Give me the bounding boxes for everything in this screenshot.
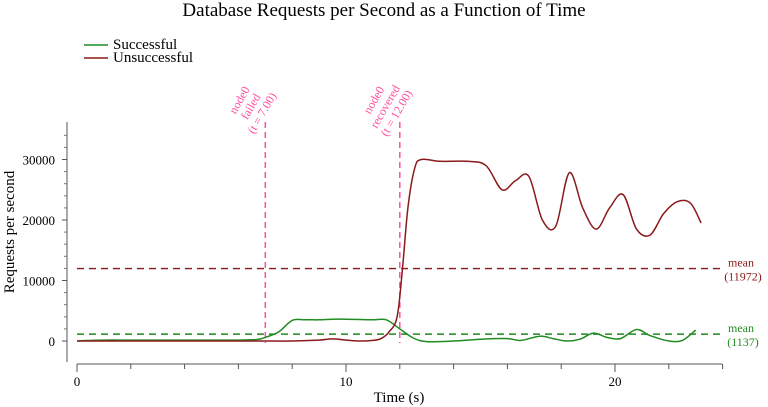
x-tick-label: 20 (609, 374, 622, 389)
y-axis-label: Requests per second (2, 170, 18, 293)
y-tick-label: 30000 (23, 153, 56, 168)
legend-label-successful: Successful (113, 37, 177, 53)
axes: Requests per second Time (s) (2, 122, 722, 406)
y-tick-label: 0 (49, 334, 56, 349)
series-line-successful (76, 318, 697, 343)
mean-label: mean (728, 321, 754, 335)
legend: Successful Unsuccessful (84, 37, 193, 66)
series-layer (76, 158, 702, 343)
x-axis-label: Time (s) (374, 390, 425, 406)
event-annotations: node0failed(t = 7.00) node0recovered(t = … (222, 74, 415, 343)
chart-title: Database Requests per Second as a Functi… (182, 0, 585, 21)
y-tick-label: 10000 (23, 274, 56, 289)
mean-value-label: (1137) (727, 335, 759, 349)
tick-layer: 0 10000 20000 30000 0 10 20 (23, 134, 724, 389)
x-tick-label: 10 (340, 374, 353, 389)
y-tick-label: 20000 (23, 213, 56, 228)
mean-value-label: (11972) (724, 270, 762, 284)
legend-label-unsuccessful: Unsuccessful (113, 50, 193, 66)
event-label-0: node0failed(t = 7.00) (222, 77, 279, 136)
x-tick-label: 0 (74, 374, 81, 389)
mean-label: mean (728, 256, 754, 270)
series-line-unsuccessful (76, 158, 702, 342)
mean-lines: mean(1137)mean(11972) (77, 256, 762, 349)
event-label-1: node0recovered(t = 12.00) (355, 74, 415, 138)
